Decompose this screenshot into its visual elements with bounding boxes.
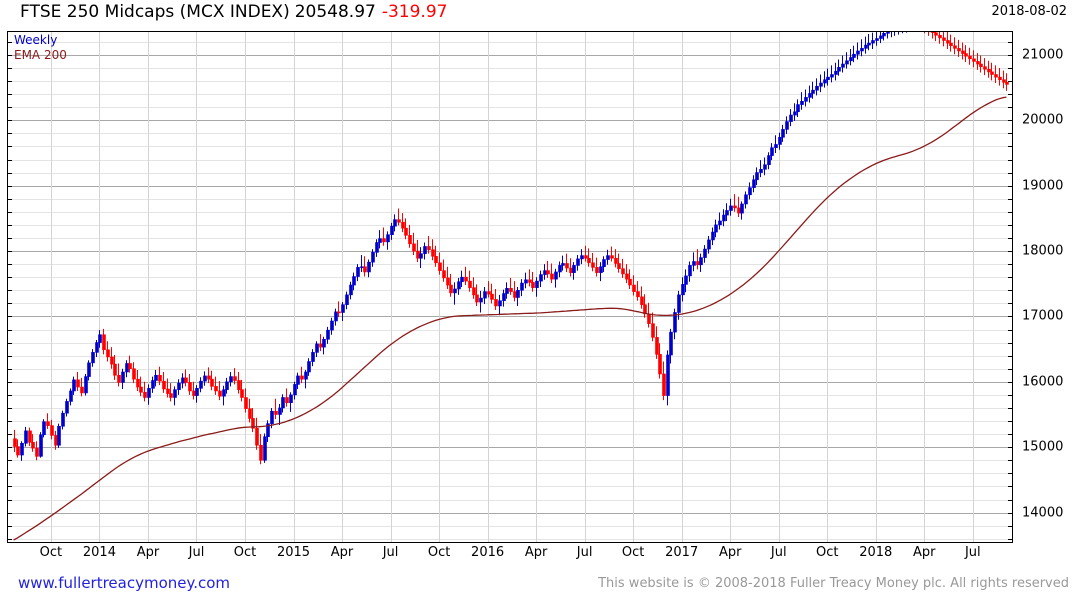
y-axis-tick-label: 20000 — [1022, 112, 1064, 128]
x-axis-tick-label: Jul — [382, 545, 399, 560]
chart-title-block: FTSE 250 Midcaps (MCX INDEX) 20548.97 -319… — [20, 2, 447, 22]
x-axis-tick-label: 2015 — [276, 545, 311, 560]
x-axis-tick-label: Apr — [913, 545, 936, 560]
y-axis: 14000 15000 16000 17000 18000 19000 20000 21000 — [1016, 31, 1075, 543]
x-axis-tick-label: Oct — [39, 545, 63, 560]
chart-header: FTSE 250 Midcaps (MCX INDEX) 20548.97 -319… — [0, 0, 1075, 28]
copyright-notice: This website is © 2008-2018 Fuller Treac… — [598, 576, 1069, 591]
y-axis-tick-label: 15000 — [1022, 439, 1064, 455]
x-axis-tick-label: Jul — [964, 545, 981, 560]
site-url[interactable]: www.fullertreacymoney.com — [18, 574, 231, 592]
chart-footer: www.fullertreacymoney.com This website i… — [0, 572, 1075, 600]
y-axis-tick-label: 21000 — [1022, 47, 1064, 63]
x-axis-tick-label: Apr — [330, 545, 354, 560]
y-axis-tick-label: 14000 — [1022, 505, 1064, 521]
y-axis-tick-label: 19000 — [1022, 178, 1064, 194]
x-axis-tick-label: Jul — [576, 545, 593, 560]
x-axis-tick-label: Apr — [718, 545, 742, 560]
y-axis-tick-label: 18000 — [1022, 243, 1064, 259]
x-axis-tick-label: Oct — [427, 545, 451, 560]
quote-date: 2018-08-02 — [991, 4, 1067, 19]
x-axis-tick-label: Jul — [770, 545, 787, 560]
x-axis-tick-label: 2017 — [665, 545, 699, 560]
x-axis-tick-label: 2014 — [82, 545, 116, 560]
candlestick-svg — [8, 32, 1012, 542]
x-axis-tick-label: 2016 — [471, 545, 505, 560]
y-axis-tick-label: 17000 — [1022, 308, 1064, 324]
x-axis-tick-label: Oct — [233, 545, 257, 560]
y-axis-tick-label: 16000 — [1022, 374, 1064, 390]
x-axis-tick-label: Oct — [621, 545, 645, 560]
x-axis-tick-label: 2018 — [859, 545, 893, 560]
instrument-name: FTSE 250 Midcaps (MCX INDEX) — [20, 2, 290, 22]
last-price: 20548.97 — [294, 2, 376, 22]
x-axis: Oct 2014 Apr Jul Oct 2015 Apr Jul Oct 2016 Apr Jul O… — [7, 545, 1013, 565]
x-axis-tick-label: Oct — [815, 545, 839, 560]
x-axis-tick-label: Apr — [136, 545, 160, 560]
x-axis-tick-label: Jul — [188, 545, 205, 560]
price-change: -319.97 — [381, 2, 448, 22]
price-chart-plot-area[interactable] — [7, 31, 1013, 543]
x-axis-tick-label: Apr — [524, 545, 548, 560]
